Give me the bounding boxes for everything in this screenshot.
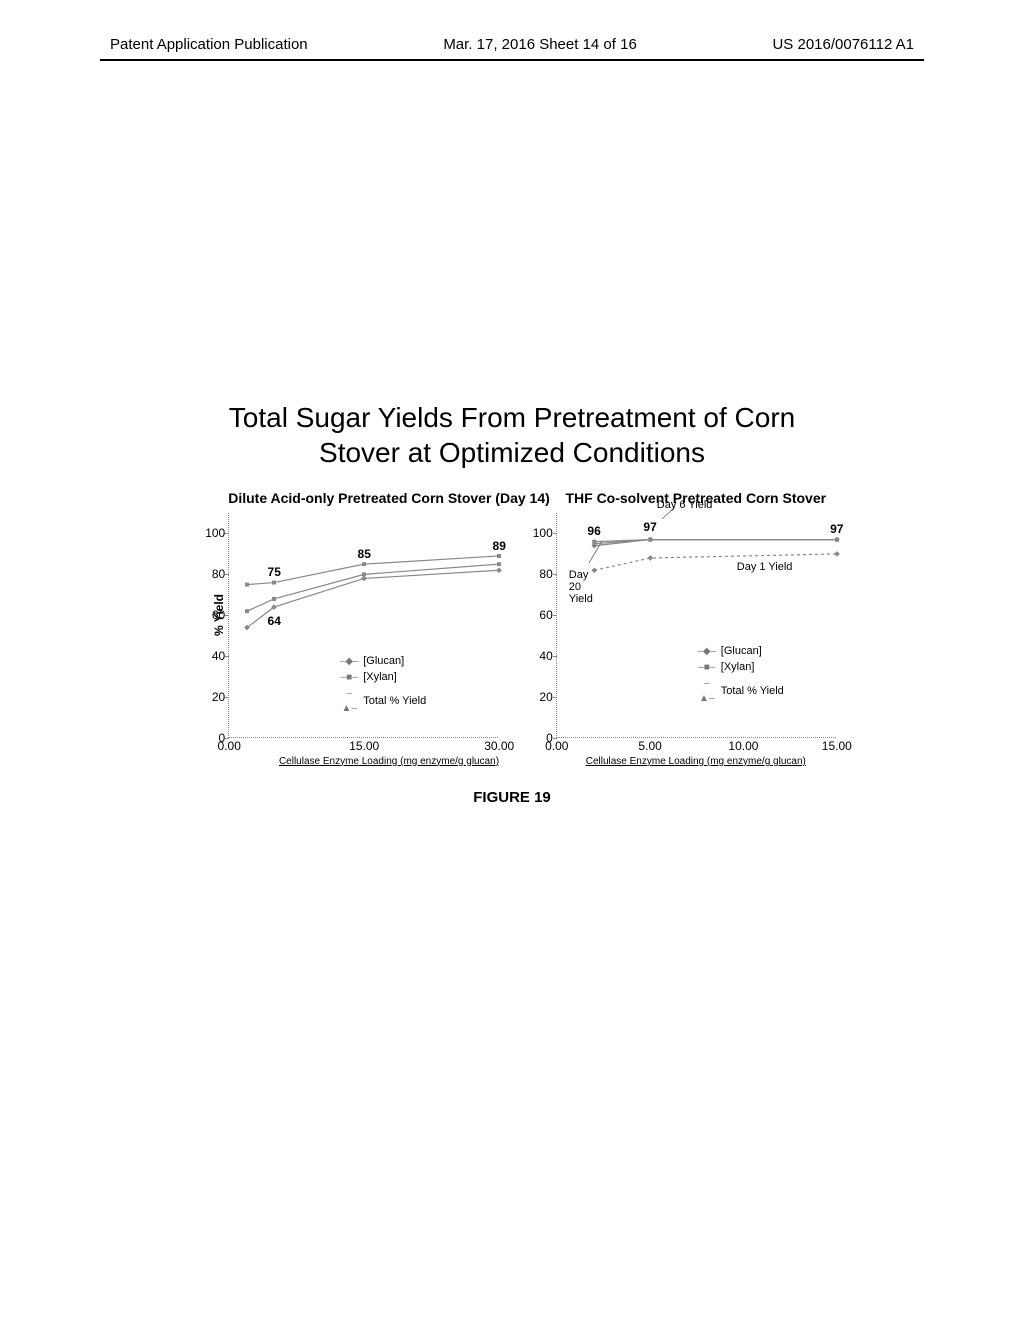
legend-label: [Glucan] [363, 653, 404, 670]
legend-item: –◆– [Glucan] [339, 653, 426, 670]
legend-marker-icon: –■– [339, 670, 359, 685]
legend-item: –■– [Xylan] [339, 669, 426, 686]
chart-annotation: Day 6 Yield [657, 499, 713, 511]
y-tick: 60 [539, 608, 556, 622]
legend-marker-icon: –▲– [339, 686, 359, 716]
data-label: 96 [587, 524, 600, 538]
legend-marker-icon: –■– [697, 660, 717, 675]
figure-region: Total Sugar Yields From Pretreatment of … [0, 400, 1024, 806]
y-tick: 80 [539, 567, 556, 581]
chart-legend: –◆– [Glucan] –■– [Xylan]–▲–Total % Yield [339, 653, 426, 716]
legend-label: Total % Yield [721, 683, 784, 700]
chart-annotation: Day 1 Yield [737, 561, 793, 573]
patent-header: Patent Application Publication Mar. 17, … [0, 0, 1024, 53]
legend-item: –▲–Total % Yield [697, 676, 784, 706]
x-tick: 10.00 [728, 737, 758, 753]
chart-legend: –◆– [Glucan] –■– [Xylan]–▲–Total % Yield [697, 643, 784, 706]
right-x-axis-label: Cellulase Enzyme Loading (mg enzyme/g gl… [556, 756, 836, 767]
x-tick: 30.00 [484, 737, 514, 753]
right-chart: THF Co-solvent Pretreated Corn Stover 02… [556, 490, 836, 767]
figure-caption: FIGURE 19 [0, 789, 1024, 806]
x-tick: 0.00 [218, 737, 241, 753]
legend-marker-icon: –▲– [697, 676, 717, 706]
legend-marker-icon: –◆– [697, 644, 717, 659]
figure-main-title: Total Sugar Yields From Pretreatment of … [202, 400, 822, 470]
legend-item: –◆– [Glucan] [697, 643, 784, 660]
data-label: 97 [643, 520, 656, 534]
data-label: 75 [268, 565, 281, 579]
header-rule [100, 59, 924, 61]
legend-label: [Xylan] [721, 659, 755, 676]
y-tick: 20 [539, 690, 556, 704]
left-chart: Dilute Acid-only Pretreated Corn Stover … [228, 490, 550, 767]
legend-label: [Glucan] [721, 643, 762, 660]
legend-item: –▲–Total % Yield [339, 686, 426, 716]
data-label: 89 [493, 539, 506, 553]
data-label: 85 [358, 547, 371, 561]
left-plot-area: 0204060801000.0015.0030.0064758589–◆–[Gl… [228, 513, 498, 738]
left-x-axis-label: Cellulase Enzyme Loading (mg enzyme/g gl… [228, 756, 550, 767]
y-tick: 100 [533, 526, 557, 540]
right-plot-area: 0204060801000.005.0010.0015.00969797Day2… [556, 513, 836, 738]
left-chart-title: Dilute Acid-only Pretreated Corn Stover … [228, 490, 550, 507]
x-tick: 15.00 [349, 737, 379, 753]
data-label: 97 [830, 522, 843, 536]
header-left: Patent Application Publication [110, 36, 308, 53]
x-tick: 15.00 [822, 737, 852, 753]
header-right: US 2016/0076112 A1 [772, 36, 914, 53]
y-tick: 40 [539, 649, 556, 663]
x-tick: 0.00 [545, 737, 568, 753]
charts-row: Dilute Acid-only Pretreated Corn Stover … [0, 490, 1024, 767]
data-label: 64 [268, 614, 281, 628]
x-tick: 5.00 [638, 737, 661, 753]
legend-item: –■– [Xylan] [697, 659, 784, 676]
legend-label: Total % Yield [363, 693, 426, 710]
legend-marker-icon: –◆– [339, 654, 359, 669]
header-center: Mar. 17, 2016 Sheet 14 of 16 [443, 36, 636, 53]
legend-label: [Xylan] [363, 669, 397, 686]
chart-annotation: Day20Yield [569, 569, 593, 605]
